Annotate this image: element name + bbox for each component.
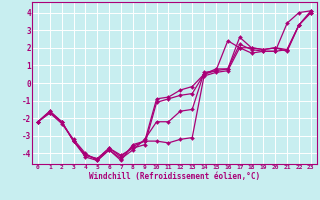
- X-axis label: Windchill (Refroidissement éolien,°C): Windchill (Refroidissement éolien,°C): [89, 172, 260, 181]
